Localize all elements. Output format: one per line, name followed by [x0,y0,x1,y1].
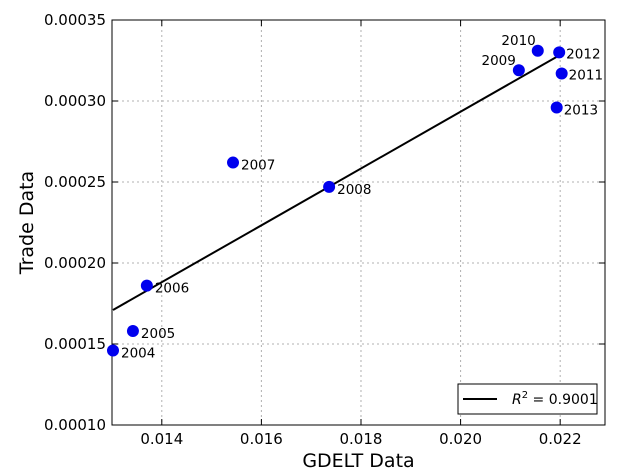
data-point [106,344,119,357]
point-label: 2010 [501,33,535,49]
x-tick-label: 0.022 [539,430,582,448]
point-label: 2005 [141,326,175,342]
point-label: 2004 [121,345,155,361]
point-label: 2011 [569,67,603,83]
x-tick-label: 0.016 [240,430,283,448]
point-label: 2009 [481,53,515,69]
data-point [323,180,336,193]
data-point [550,101,563,114]
y-tick-label: 0.00035 [44,11,106,29]
data-point [512,64,525,77]
legend-r: R [512,392,522,408]
point-label: 2007 [241,158,275,174]
x-axis-title: GDELT Data [302,450,414,469]
point-label: 2012 [566,46,600,62]
y-tick-label: 0.00020 [44,254,106,272]
y-tick-label: 0.00025 [44,173,106,191]
axis-ticks: 0.014 0.016 0.018 0.020 0.022 0.00010 0.00015 0… [44,11,605,448]
data-point [553,46,566,59]
point-label: 2006 [155,281,189,297]
point-label: 2008 [337,182,371,198]
legend: R2 = 0.9001 [457,383,598,415]
data-point [531,44,544,57]
data-point [140,279,153,292]
data-point [126,325,139,338]
x-tick-label: 0.014 [140,430,183,448]
x-tick-label: 0.018 [340,430,383,448]
data-point [555,67,568,80]
y-tick-label: 0.00030 [44,92,106,110]
fit-line [112,53,563,311]
x-tick-label: 0.020 [439,430,482,448]
y-axis-title: Trade Data [16,171,38,275]
legend-value: = 0.9001 [528,392,598,408]
y-tick-label: 0.00015 [44,335,106,353]
plot-frame [111,19,606,426]
y-tick-label: 0.00010 [44,416,106,434]
grid-lines [112,19,605,426]
point-label: 2013 [564,102,598,118]
data-points: 2004 2005 2006 2007 2008 2009 2010 2011 2012 2013 [106,33,603,361]
legend-exponent: 2 [522,390,528,401]
data-point [227,156,240,169]
legend-label: R2 = 0.9001 [512,390,598,408]
